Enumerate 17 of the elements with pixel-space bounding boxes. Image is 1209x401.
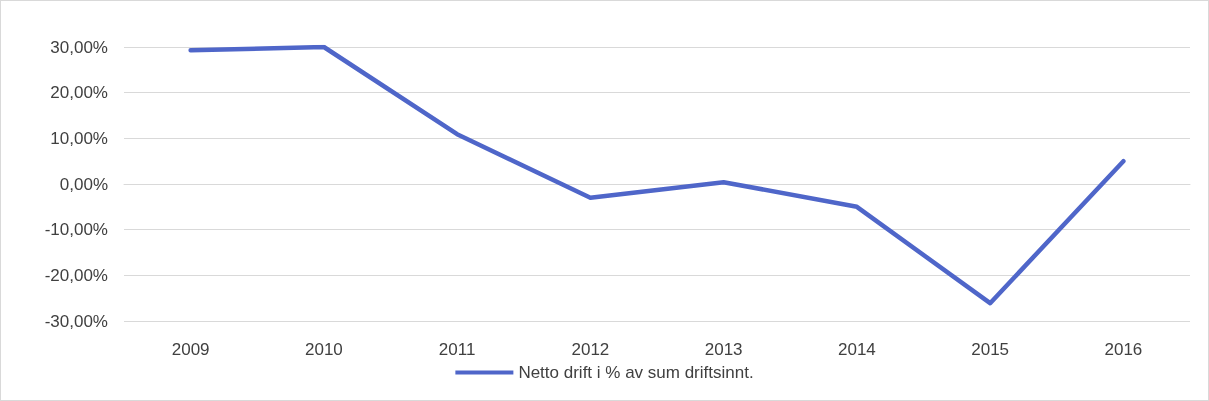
line-series — [188, 44, 1126, 306]
y-tick-label: 0,00% — [59, 174, 108, 194]
y-tick-label: -30,00% — [44, 311, 108, 331]
y-tick-label: -20,00% — [44, 265, 108, 285]
x-tick-label: 2011 — [438, 340, 476, 359]
y-tick-label: 10,00% — [50, 128, 108, 148]
x-tick-label: 2016 — [1104, 340, 1143, 359]
x-tick-label: 2012 — [571, 340, 610, 359]
x-tick-label: 2014 — [837, 340, 876, 359]
x-tick-label: 2013 — [704, 340, 743, 359]
x-tick-label: 2010 — [304, 340, 343, 359]
y-tick-label: 20,00% — [50, 83, 108, 103]
y-tick-label: -10,00% — [44, 220, 108, 240]
x-tick-label: 2009 — [171, 340, 210, 359]
y-tick-label: 30,00% — [50, 37, 108, 57]
x-tick-label: 2015 — [971, 340, 1010, 359]
legend-label: Netto drift i % av sum driftsinnt. — [518, 363, 754, 382]
